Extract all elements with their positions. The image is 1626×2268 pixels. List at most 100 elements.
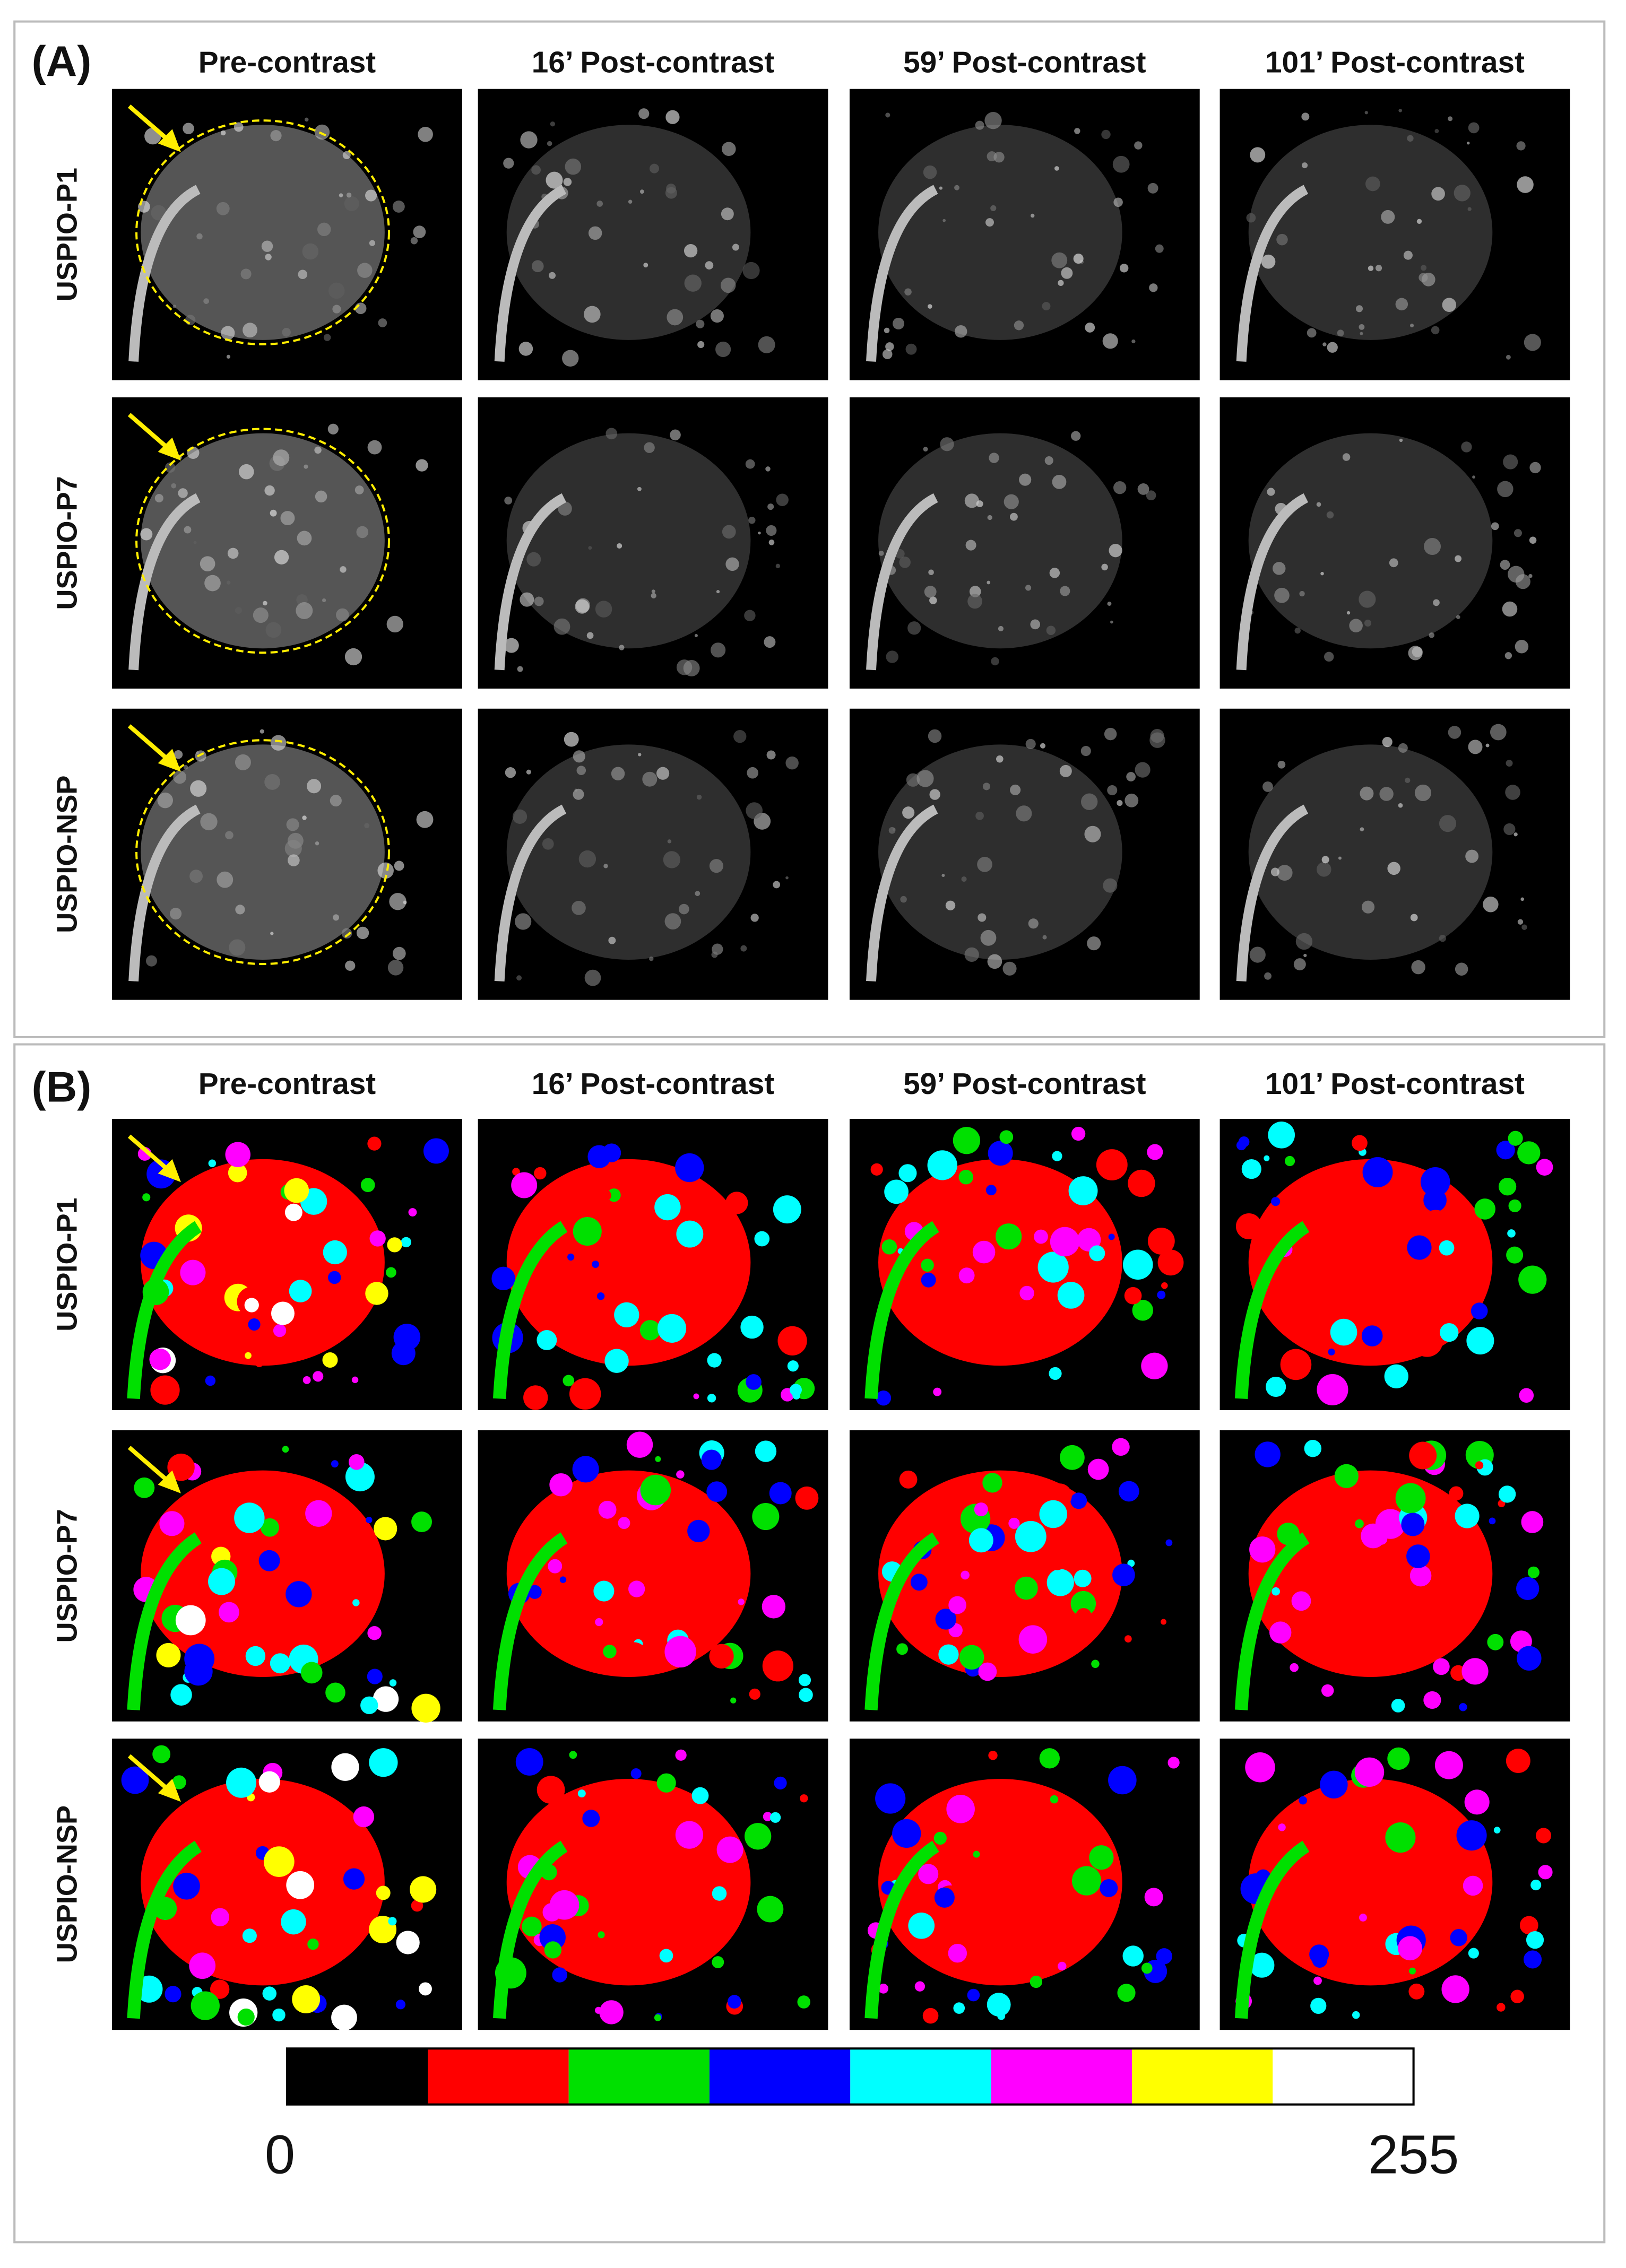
- colorbar-segment: [709, 2048, 851, 2105]
- signal-blob: [284, 1203, 302, 1221]
- signal-blob: [255, 1359, 263, 1368]
- signal-blob: [1471, 1302, 1488, 1319]
- signal-blob: [898, 1164, 917, 1183]
- speckle: [773, 881, 781, 889]
- speckle: [1149, 283, 1158, 292]
- speckle: [1051, 252, 1068, 268]
- speckle: [716, 590, 720, 594]
- speckle: [562, 350, 579, 367]
- speckle: [725, 557, 739, 571]
- mri-image: [112, 89, 462, 380]
- tissue: [506, 744, 751, 960]
- signal-blob: [1070, 1492, 1087, 1509]
- speckle: [1112, 155, 1130, 173]
- signal-blob: [1459, 1703, 1467, 1711]
- signal-blob: [391, 1341, 416, 1366]
- speckle: [695, 891, 700, 897]
- signal-blob: [395, 2000, 406, 2010]
- signal-blob: [795, 1486, 819, 1510]
- speckle: [664, 913, 681, 929]
- speckle: [1270, 867, 1279, 876]
- signal-blob: [687, 1519, 710, 1543]
- speckle: [649, 163, 659, 173]
- tissue: [506, 125, 751, 340]
- signal-blob: [1517, 1141, 1541, 1165]
- signal-blob: [1506, 1246, 1524, 1264]
- speckle: [1261, 254, 1276, 269]
- signal-blob: [988, 1751, 998, 1760]
- signal-blob: [797, 1995, 810, 2009]
- signal-blob: [208, 1159, 217, 1167]
- signal-blob: [270, 1653, 290, 1674]
- signal-blob: [582, 1810, 600, 1827]
- speckle: [233, 122, 244, 132]
- speckle: [961, 876, 967, 882]
- signal-blob: [604, 1349, 629, 1373]
- speckle: [216, 202, 230, 215]
- speckle: [611, 767, 625, 781]
- signal-blob: [328, 1271, 341, 1284]
- speckle: [987, 515, 992, 520]
- speckle: [1246, 213, 1256, 223]
- signal-blob: [1362, 1157, 1393, 1187]
- speckle: [265, 622, 282, 638]
- signal-blob: [918, 1864, 939, 1884]
- signal-blob: [134, 1477, 155, 1498]
- signal-blob: [284, 1178, 309, 1203]
- speckle: [322, 598, 326, 603]
- signal-blob: [1420, 1210, 1451, 1241]
- speckle: [504, 638, 519, 653]
- signal-blob: [1280, 1349, 1312, 1380]
- signal-blob: [1147, 1144, 1163, 1160]
- speckle: [1025, 738, 1036, 749]
- speckle: [1146, 490, 1156, 501]
- signal-blob: [1464, 1789, 1490, 1815]
- signal-blob: [411, 1693, 440, 1723]
- speckle: [987, 954, 1002, 969]
- speckle: [1113, 197, 1123, 207]
- bone-band: [127, 1221, 202, 1400]
- speckle: [1395, 298, 1408, 311]
- speckle: [732, 244, 739, 251]
- speckle: [227, 548, 239, 559]
- speckle: [651, 589, 655, 594]
- speckle: [1102, 333, 1118, 349]
- speckle: [1295, 933, 1313, 950]
- speckle: [1419, 273, 1428, 282]
- speckle: [1147, 183, 1158, 194]
- signal-blob: [331, 1753, 359, 1781]
- column-header: 101’ Post-contrast: [1265, 1067, 1525, 1101]
- signal-blob: [1118, 1481, 1139, 1502]
- speckle: [1398, 743, 1408, 753]
- speckle: [965, 540, 976, 551]
- column-header: 101’ Post-contrast: [1265, 46, 1525, 80]
- signal-blob: [982, 1473, 1002, 1493]
- signal-blob: [369, 1230, 386, 1247]
- speckle: [332, 305, 341, 314]
- signal-blob: [367, 1626, 382, 1640]
- signal-blob: [948, 1596, 966, 1614]
- speckle: [904, 288, 912, 296]
- speckle: [765, 466, 771, 472]
- speckle: [1365, 176, 1380, 192]
- speckle: [305, 117, 309, 122]
- speckle: [945, 900, 956, 910]
- speckle: [173, 770, 187, 784]
- speckle: [1515, 574, 1530, 589]
- signal-blob: [876, 1390, 892, 1406]
- speckle: [764, 636, 776, 648]
- signal-blob: [958, 1169, 974, 1185]
- speckle: [1320, 571, 1324, 576]
- signal-blob: [655, 1456, 661, 1462]
- speckle: [666, 184, 676, 194]
- signal-blob: [1352, 2011, 1360, 2019]
- speckle: [697, 341, 705, 349]
- bone-band: [494, 804, 567, 982]
- bone-band: [866, 185, 938, 362]
- tumor-outline: [135, 739, 391, 966]
- signal-blob: [537, 1776, 565, 1804]
- speckle: [270, 509, 277, 517]
- mri-image: [112, 1119, 462, 1411]
- signal-blob: [1108, 1766, 1137, 1795]
- speckle: [341, 928, 352, 939]
